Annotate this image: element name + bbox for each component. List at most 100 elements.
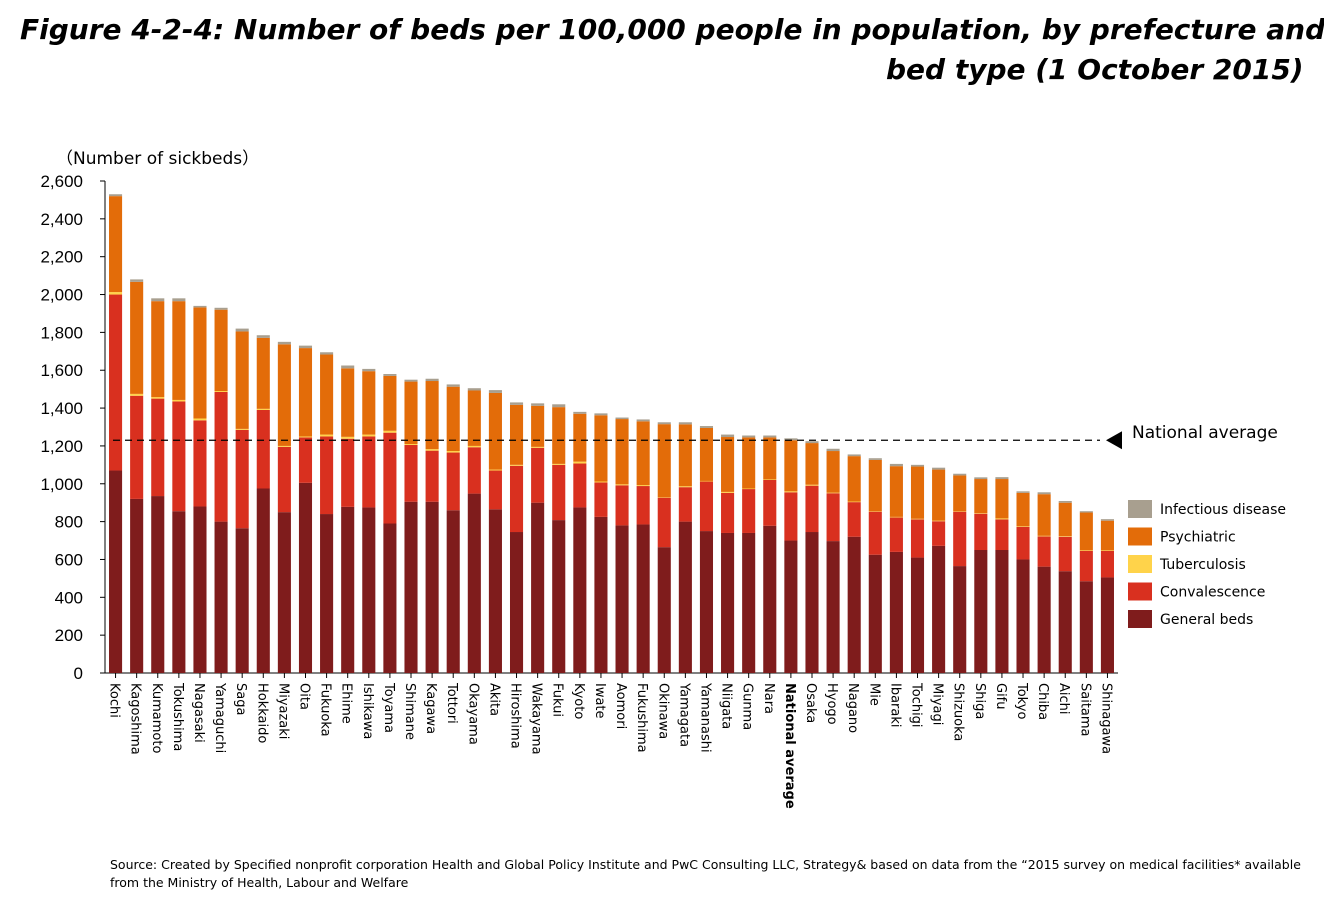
bar-segment-general-beds <box>678 521 692 673</box>
bar-segment-convalescence <box>678 487 692 522</box>
x-tick-label: Tochigi <box>909 682 924 728</box>
bar-segment-convalescence <box>509 465 524 533</box>
bar-segment-general-beds <box>784 540 798 673</box>
bar-segment-general-beds <box>636 524 650 673</box>
bar-segment-infectious-disease <box>193 305 207 308</box>
bar-segment-infectious-disease <box>573 411 587 414</box>
x-tick-label: Kumamoto <box>149 683 164 753</box>
bar-segment-general-beds <box>826 541 840 673</box>
bar-segment-infectious-disease <box>404 379 418 382</box>
bar-segment-convalescence <box>910 519 925 558</box>
bar-segment-infectious-disease <box>1100 519 1114 521</box>
x-tick-label: Miyazaki <box>275 683 290 739</box>
bar-segment-psychiatric <box>214 309 228 392</box>
bar-segment-convalescence <box>256 409 270 489</box>
y-tick-label: 2,000 <box>40 286 83 305</box>
legend-label: General beds <box>1160 612 1253 628</box>
bar-segment-tuberculosis <box>1100 550 1114 551</box>
bar-segment-general-beds <box>362 507 376 673</box>
x-tick-label: Fukushima <box>634 683 649 753</box>
bar-segment-tuberculosis <box>868 511 882 512</box>
bar-segment-tuberculosis <box>235 428 249 430</box>
bar-segment-tuberculosis <box>1037 535 1051 537</box>
bar-segment-infectious-disease <box>678 422 692 425</box>
bar-segment-psychiatric <box>193 307 207 419</box>
x-tick-label: Saitama <box>1077 683 1092 737</box>
bar-segment-convalescence <box>784 492 798 541</box>
bar-segment-psychiatric <box>932 469 946 521</box>
bar-segment-general-beds <box>130 498 144 673</box>
x-tick-label: Nagasaki <box>191 683 206 743</box>
legend-label: Psychiatric <box>1160 530 1236 546</box>
bar-segment-tuberculosis <box>974 513 988 514</box>
bar-segment-infectious-disease <box>636 419 650 422</box>
x-tick-label: Miyagi <box>930 683 945 725</box>
bar-segment-convalescence <box>615 485 629 526</box>
bar-segment-general-beds <box>1037 566 1051 673</box>
bar-segment-tuberculosis <box>995 518 1009 520</box>
y-tick-label: 200 <box>55 626 83 645</box>
bar-segment-psychiatric <box>320 354 334 435</box>
bar-segment-convalescence <box>383 432 397 524</box>
legend-swatch <box>1128 500 1152 518</box>
bar-segment-general-beds <box>805 532 819 673</box>
bar-segment-infectious-disease <box>615 417 629 420</box>
bar-segment-psychiatric <box>256 337 270 409</box>
bar-segment-psychiatric <box>1016 492 1030 527</box>
x-tick-label: Fukui <box>550 683 565 717</box>
bar-segment-convalescence <box>552 464 566 521</box>
bar-segment-psychiatric <box>573 413 587 462</box>
bar-segment-psychiatric <box>742 437 756 489</box>
bar-segment-general-beds <box>615 525 629 673</box>
x-tick-label: Tokushima <box>170 682 185 751</box>
bar-segment-infectious-disease <box>341 365 355 369</box>
x-tick-label: Oita <box>296 683 311 710</box>
bar-segment-psychiatric <box>889 466 903 517</box>
bar-segment-tuberculosis <box>193 418 207 421</box>
bar-segment-tuberculosis <box>678 486 692 488</box>
bar-segment-convalescence <box>531 447 545 503</box>
bar-segment-infectious-disease <box>995 477 1009 480</box>
bar-segment-general-beds <box>172 511 186 673</box>
bar-segment-infectious-disease <box>256 335 270 338</box>
x-tick-label: Tokyo <box>1014 682 1029 719</box>
bar-segment-psychiatric <box>721 437 735 492</box>
bar-segment-tuberculosis <box>889 516 903 518</box>
bar-segment-tuberculosis <box>130 393 144 396</box>
bar-segment-tuberculosis <box>552 463 566 465</box>
bar-segment-tuberculosis <box>151 397 165 399</box>
bar-segment-convalescence <box>362 436 376 508</box>
bar-segment-convalescence <box>467 447 481 494</box>
reference-line-label: National average <box>1132 423 1278 443</box>
bar-segment-infectious-disease <box>362 368 376 372</box>
x-tick-label: Toyama <box>381 682 396 733</box>
bar-segment-general-beds <box>721 532 735 673</box>
bar-segment-psychiatric <box>657 424 671 498</box>
bar-segment-tuberculosis <box>509 464 524 466</box>
bar-segment-tuberculosis <box>573 461 587 464</box>
bar-segment-infectious-disease <box>130 279 144 282</box>
bar-segment-infectious-disease <box>509 402 524 405</box>
x-tick-label: Kagawa <box>423 683 438 734</box>
bar-segment-infectious-disease <box>320 352 334 355</box>
x-tick-label: Yamagata <box>676 682 691 747</box>
bar-segment-tuberculosis <box>320 434 334 437</box>
x-tick-label: Yamanashi <box>697 682 712 753</box>
x-tick-label: Saga <box>233 683 248 715</box>
bar-segment-infectious-disease <box>805 441 819 444</box>
bar-segment-infectious-disease <box>847 454 861 457</box>
bar-segment-general-beds <box>488 509 502 673</box>
bar-segment-general-beds <box>151 496 165 673</box>
bar-segment-infectious-disease <box>552 404 566 408</box>
bar-segment-psychiatric <box>847 456 861 502</box>
bar-segment-infectious-disease <box>594 413 608 416</box>
y-tick-label: 800 <box>55 513 83 532</box>
x-tick-label: Ishikawa <box>360 683 375 739</box>
x-tick-label: Chiba <box>1035 683 1050 720</box>
x-tick-label: Akita <box>486 683 501 716</box>
bar-segment-tuberculosis <box>467 445 481 448</box>
bar-segment-convalescence <box>341 438 355 507</box>
bar-segment-convalescence <box>130 395 144 499</box>
bar-segment-psychiatric <box>974 479 988 514</box>
bar-segment-tuberculosis <box>742 488 756 490</box>
